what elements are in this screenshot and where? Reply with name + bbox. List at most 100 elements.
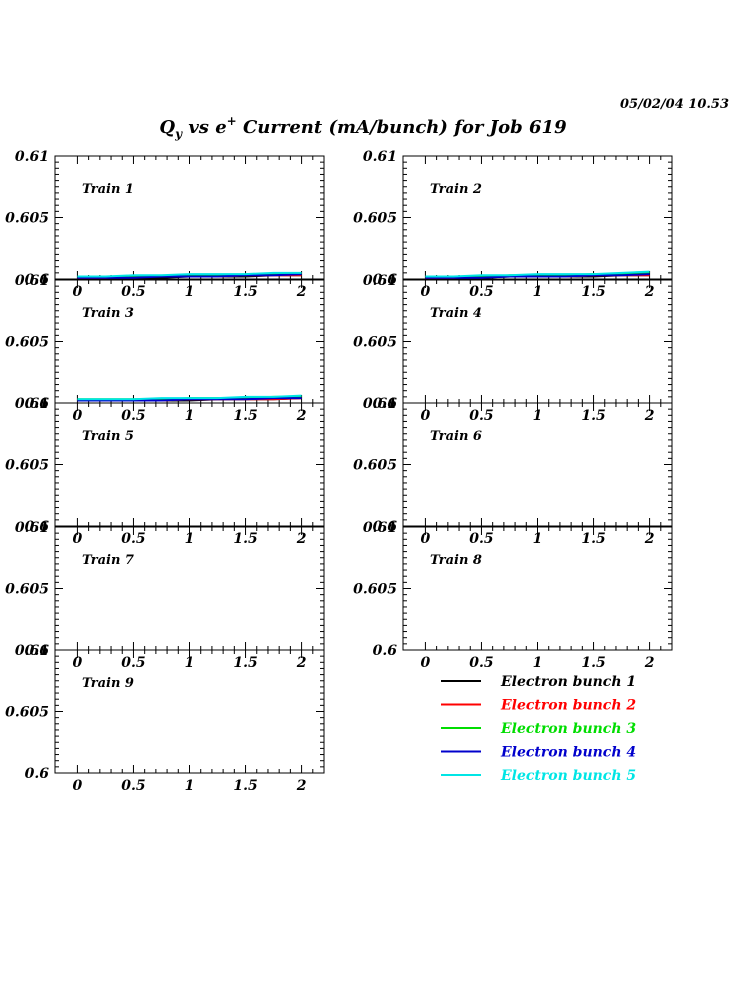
x-tick-label: 0.5 [121, 284, 145, 300]
x-tick-label: 2 [644, 531, 655, 547]
x-tick-label: 0.5 [469, 408, 493, 424]
y-tick-label: 0.6 [373, 272, 398, 288]
y-tick-label: 0.605 [5, 582, 49, 598]
y-tick-label: 0.61 [363, 396, 397, 412]
x-tick-label: 2 [296, 655, 307, 671]
series-line-bunch-5 [77, 271, 302, 278]
x-tick-label: 1.5 [581, 284, 605, 300]
panel-train-1: 0 0.5 1 1.5 2 0.6 0.605 0.61 Train 1 [5, 149, 325, 300]
title-q-subscript: y [174, 127, 183, 141]
y-tick-label: 0.6 [25, 643, 50, 659]
panel-label: Train 4 [430, 306, 482, 321]
x-tick-label: 1 [533, 655, 543, 671]
series-line-bunch-5 [77, 394, 302, 401]
panel-label: Train 5 [82, 429, 134, 444]
x-tick-label: 2 [644, 408, 655, 424]
x-tick-label: 0.5 [469, 655, 493, 671]
x-tick-label: 1.5 [233, 655, 257, 671]
legend-label-bunch-1: Electron bunch 1 [500, 674, 636, 690]
x-tick-label: 1 [185, 408, 195, 424]
y-tick-label: 0.6 [25, 519, 50, 535]
y-tick-label: 0.61 [15, 273, 49, 289]
y-tick-label: 0.6 [373, 643, 398, 659]
x-tick-label: 2 [296, 284, 307, 300]
x-tick-label: 0 [73, 655, 83, 671]
x-tick-label: 0 [73, 531, 83, 547]
panel-label: Train 9 [82, 676, 134, 691]
x-tick-label: 1.5 [233, 531, 257, 547]
y-tick-label: 0.61 [15, 643, 49, 659]
y-tick-label: 0.605 [353, 335, 397, 351]
panel-label: Train 1 [82, 182, 134, 197]
x-tick-label: 0 [73, 408, 83, 424]
timestamp: 05/02/04 10.53 [620, 97, 729, 112]
title-e-superscript: + [227, 114, 237, 128]
panel-frame [402, 155, 673, 280]
x-tick-label: 1 [185, 284, 195, 300]
x-tick-label: 2 [644, 284, 655, 300]
x-tick-label: 2 [644, 655, 655, 671]
series-line-bunch-4 [425, 273, 650, 279]
y-tick-label: 0.605 [5, 211, 49, 227]
series-line-bunch-5 [425, 270, 650, 278]
y-tick-label: 0.605 [353, 458, 397, 474]
panel-train-6: 0 0.5 1 1.5 2 0.6 0.605 0.61 Train 6 [353, 396, 673, 547]
x-tick-label: 0 [73, 284, 83, 300]
y-tick-label: 0.605 [353, 211, 397, 227]
legend-label-bunch-2: Electron bunch 2 [500, 698, 636, 714]
legend-label-bunch-3: Electron bunch 3 [500, 721, 636, 737]
title-vs: vs e [182, 117, 227, 138]
panel-label: Train 7 [82, 553, 134, 568]
x-tick-label: 1.5 [233, 778, 257, 794]
x-tick-label: 1.5 [233, 408, 257, 424]
series-line-bunch-4 [77, 397, 302, 402]
y-tick-label: 0.61 [363, 273, 397, 289]
y-tick-label: 0.6 [25, 396, 50, 412]
y-tick-label: 0.61 [15, 149, 49, 165]
x-tick-label: 1 [185, 655, 195, 671]
y-tick-label: 0.605 [5, 705, 49, 721]
panel-label: Train 8 [430, 553, 482, 568]
x-tick-label: 1.5 [581, 655, 605, 671]
panel-frame [54, 155, 325, 280]
legend: Electron bunch 1 Electron bunch 2 Electron… [441, 674, 636, 784]
x-tick-label: 1.5 [581, 531, 605, 547]
x-tick-label: 1 [533, 284, 543, 300]
y-tick-label: 0.6 [25, 766, 50, 782]
title-q: Q [159, 117, 175, 138]
x-tick-label: 1 [185, 778, 195, 794]
y-tick-label: 0.605 [5, 458, 49, 474]
y-tick-label: 0.61 [363, 520, 397, 536]
x-tick-label: 0.5 [469, 531, 493, 547]
chart-title: Qy vs e+ Current (mA/bunch) for Job 619 [159, 114, 567, 141]
x-tick-label: 0.5 [121, 408, 145, 424]
y-tick-label: 0.61 [15, 520, 49, 536]
panel-train-2: 0 0.5 1 1.5 2 0.6 0.605 0.61 Train 2 [353, 149, 673, 300]
x-tick-label: 0 [421, 531, 431, 547]
panel-label: Train 2 [430, 182, 482, 197]
y-tick-label: 0.605 [353, 582, 397, 598]
x-tick-label: 0 [73, 778, 83, 794]
x-tick-label: 0.5 [121, 778, 145, 794]
legend-label-bunch-4: Electron bunch 4 [500, 745, 636, 761]
x-tick-label: 1.5 [581, 408, 605, 424]
x-tick-label: 1 [533, 531, 543, 547]
y-tick-label: 0.6 [25, 272, 50, 288]
y-tick-label: 0.6 [373, 519, 398, 535]
x-tick-label: 0.5 [121, 655, 145, 671]
y-tick-label: 0.61 [363, 149, 397, 165]
x-tick-label: 1 [185, 531, 195, 547]
panel-label: Train 6 [430, 429, 482, 444]
x-tick-label: 0 [421, 655, 431, 671]
y-tick-label: 0.605 [5, 335, 49, 351]
title-rest: Current (mA/bunch) for Job 619 [237, 117, 567, 138]
series-line-bunch-4 [77, 273, 302, 279]
